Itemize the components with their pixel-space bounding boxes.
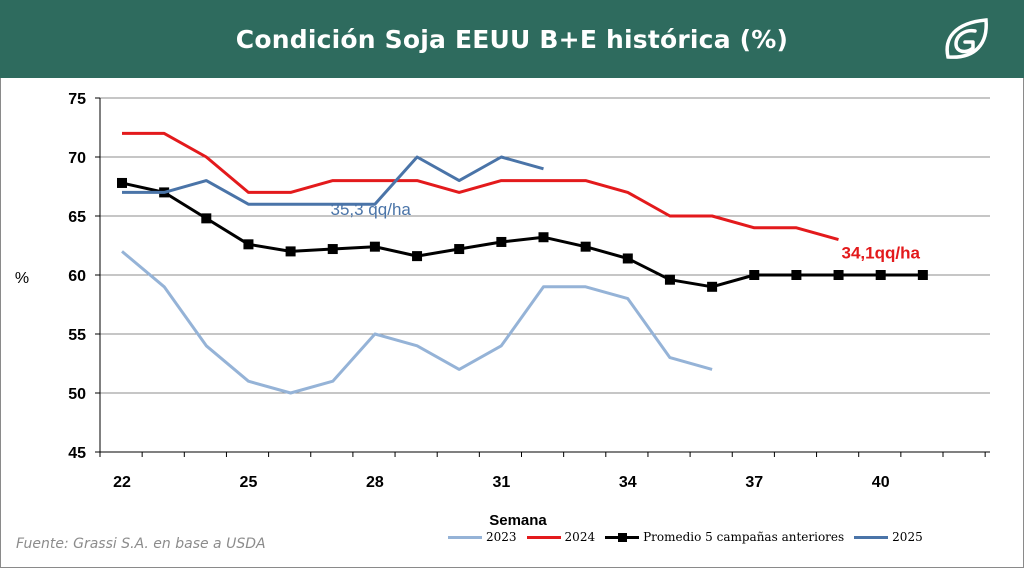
series-point-avg [496, 236, 507, 247]
legend-swatch [526, 535, 561, 539]
series-point-avg [622, 253, 633, 264]
series-point-avg [538, 232, 549, 243]
series-point-avg [833, 270, 844, 280]
data-annotation: 35,3 qq/ha [331, 200, 412, 219]
title-banner [0, 0, 1024, 78]
series-line-s2024 [122, 131, 839, 242]
series-point-avg [285, 246, 296, 257]
x-axis-label: Semana [489, 512, 547, 529]
series-point-avg [664, 274, 675, 285]
y-tick-label: 50 [68, 386, 86, 403]
legend-swatch [605, 532, 640, 542]
chart-legend: 2023 2024 Promedio 5 campañas anteriores 20… [448, 529, 933, 545]
y-axis-label: % [15, 270, 29, 287]
series-line-avg [121, 181, 923, 289]
y-tick-label: 70 [68, 150, 86, 167]
series-point-avg [201, 213, 212, 224]
series-point-avg [875, 270, 886, 280]
grassi-leaf-logo-icon [945, 18, 988, 59]
legend-item-s2025: 2025 [854, 530, 923, 544]
legend-label: 2023 [486, 530, 517, 544]
legend-swatch [448, 535, 482, 539]
x-tick-label: 34 [619, 474, 637, 491]
series-point-avg [369, 241, 380, 252]
data-annotation: 34,1qq/ha [841, 243, 920, 262]
series-point-avg [749, 270, 760, 280]
legend-swatch [854, 535, 889, 539]
series-point-avg [917, 270, 928, 280]
series-point-avg [707, 281, 718, 292]
series-point-avg [117, 177, 127, 188]
chart-title: Condición Soja EEUU B+E histórica (%) [235, 25, 789, 54]
legend-item-s2023: 2023 [448, 530, 517, 544]
x-tick-label: 31 [492, 474, 510, 491]
y-tick-label: 75 [68, 91, 86, 108]
y-tick-label: 65 [68, 209, 86, 226]
series-point-avg [412, 251, 423, 262]
series-line-s2025 [122, 155, 544, 206]
legend-item-avg: Promedio 5 campañas anteriores [605, 530, 844, 544]
y-tick-label: 45 [68, 445, 86, 462]
series-point-avg [327, 244, 338, 255]
legend-label: 2025 [892, 530, 923, 544]
x-tick-label: 28 [366, 474, 384, 491]
legend-marker [618, 532, 628, 542]
legend-item-s2024: 2024 [526, 530, 596, 544]
y-tick-label: 55 [68, 327, 86, 344]
x-tick-label: 22 [113, 474, 131, 491]
x-tick-label: 37 [745, 474, 763, 491]
series-point-avg [454, 244, 465, 255]
series-point-avg [791, 270, 802, 280]
series-point-avg [243, 239, 254, 250]
series-line-s2023 [121, 250, 713, 395]
x-tick-label: 40 [872, 474, 890, 491]
legend-label: 2024 [564, 530, 596, 544]
legend-label: Promedio 5 campañas anteriores [643, 530, 845, 544]
series-point-avg [580, 241, 591, 252]
source-note: Fuente: Grassi S.A. en base a USDA [16, 536, 266, 552]
x-tick-label: 25 [240, 474, 258, 491]
y-tick-label: 60 [68, 268, 86, 285]
